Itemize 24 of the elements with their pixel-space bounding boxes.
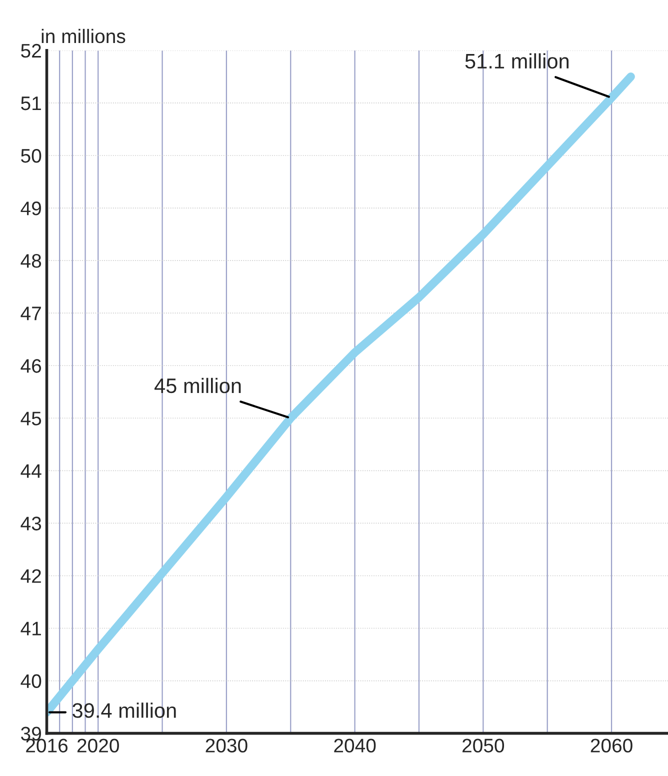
y-tick-label: 42 bbox=[20, 569, 41, 583]
y-tick-label: 46 bbox=[20, 359, 42, 373]
y-tick-label: 39 bbox=[21, 726, 41, 741]
x-tick-label: 2050 bbox=[462, 738, 504, 752]
y-tick-label: 41 bbox=[20, 622, 41, 636]
y-tick-label: 52 bbox=[21, 44, 41, 58]
y-tick-label: 44 bbox=[20, 464, 42, 478]
annotation: 39.4 million bbox=[72, 702, 176, 718]
x-tick-label: 2060 bbox=[590, 738, 632, 752]
y-tick-label: 48 bbox=[20, 254, 42, 268]
annotation: 51.1 million bbox=[465, 53, 569, 69]
y-tick-label: 43 bbox=[20, 516, 42, 530]
x-tick-label: 2020 bbox=[77, 738, 119, 752]
y-tick-label: 45 bbox=[20, 412, 42, 426]
y-tick-label: 40 bbox=[20, 674, 42, 688]
y-axis-title: in millions bbox=[42, 28, 126, 44]
x-tick-label: 2040 bbox=[334, 738, 376, 752]
y-tick-label: 51 bbox=[21, 96, 41, 110]
annotation: 45 million bbox=[154, 378, 241, 394]
y-tick-label: 49 bbox=[20, 201, 41, 216]
y-tick-label: 50 bbox=[21, 148, 42, 163]
y-tick-label: 47 bbox=[20, 306, 41, 320]
x-tick-label: 2030 bbox=[206, 738, 248, 752]
x-tick-label: 2016 bbox=[26, 738, 68, 752]
